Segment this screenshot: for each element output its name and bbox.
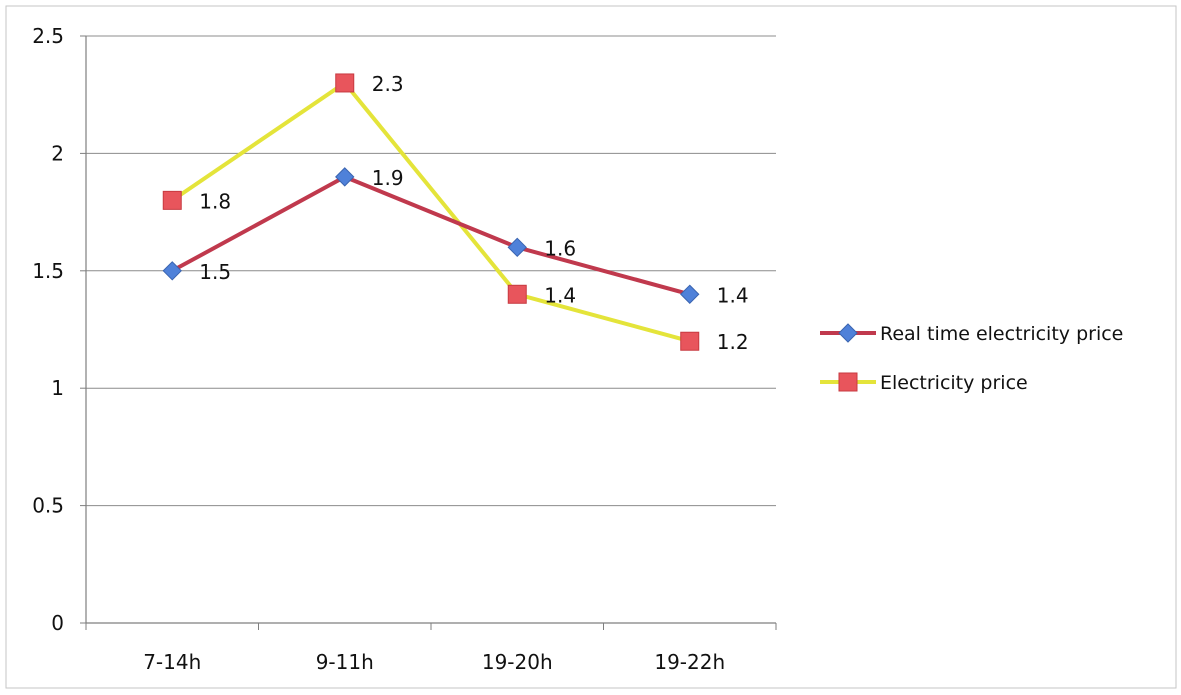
y-tick-label: 1 <box>51 376 64 400</box>
data-point-electricity-price <box>507 284 527 304</box>
axis-layer <box>80 35 777 630</box>
data-point-real-time-electricity-price <box>507 237 527 258</box>
legend: Real time electricity price Electricity p… <box>820 323 1123 394</box>
y-tick-label: 0 <box>51 611 64 635</box>
data-label-real-time-electricity-price: 1.5 <box>199 260 231 284</box>
data-label-electricity-price: 1.2 <box>717 330 749 354</box>
grid-layer <box>86 35 776 507</box>
data-point-real-time-electricity-price <box>680 284 700 304</box>
y-tick-labels: 0 0.5 1 1.5 2 2.5 <box>32 24 64 635</box>
x-tick-label: 19-22h <box>654 650 725 674</box>
data-label-real-time-electricity-price: 1.6 <box>544 236 576 260</box>
data-label-electricity-price: 1.4 <box>544 283 576 307</box>
y-tick-label: 2.5 <box>32 24 64 48</box>
data-point-electricity-price <box>162 190 182 210</box>
y-tick-label: 2 <box>51 141 64 165</box>
chart-frame <box>5 5 1177 689</box>
data-label-electricity-price: 1.8 <box>199 189 231 213</box>
legend-item-real-time-electricity-price: Real time electricity price <box>820 323 1123 345</box>
data-labels: 1.5 1.9 1.6 1.4 1.8 2.3 1.4 1.2 <box>199 72 748 354</box>
y-tick-label: 0.5 <box>32 494 64 518</box>
series-line-real-time-electricity-price <box>170 174 692 297</box>
marker-layer <box>162 73 700 351</box>
series-layer <box>170 80 692 344</box>
legend-swatch-marker <box>838 372 858 392</box>
x-tick-label: 19-20h <box>482 650 553 674</box>
data-label-electricity-price: 2.3 <box>372 72 404 96</box>
x-tick-labels: 7-14h 9-11h 19-20h 19-22h <box>143 650 725 674</box>
data-label-real-time-electricity-price: 1.4 <box>717 283 749 307</box>
data-point-real-time-electricity-price <box>162 261 182 281</box>
legend-label: Real time electricity price <box>880 323 1123 345</box>
series-line-electricity-price <box>170 80 692 344</box>
x-tick-label: 9-11h <box>316 650 374 674</box>
data-point-electricity-price <box>335 73 355 93</box>
x-tick-label: 7-14h <box>143 650 201 674</box>
legend-swatch-marker <box>838 323 858 343</box>
y-tick-label: 1.5 <box>32 259 64 283</box>
data-label-real-time-electricity-price: 1.9 <box>372 166 404 190</box>
legend-label: Electricity price <box>880 372 1028 394</box>
data-point-real-time-electricity-price <box>335 167 355 187</box>
data-point-electricity-price <box>680 331 700 351</box>
legend-item-electricity-price: Electricity price <box>820 372 1028 394</box>
